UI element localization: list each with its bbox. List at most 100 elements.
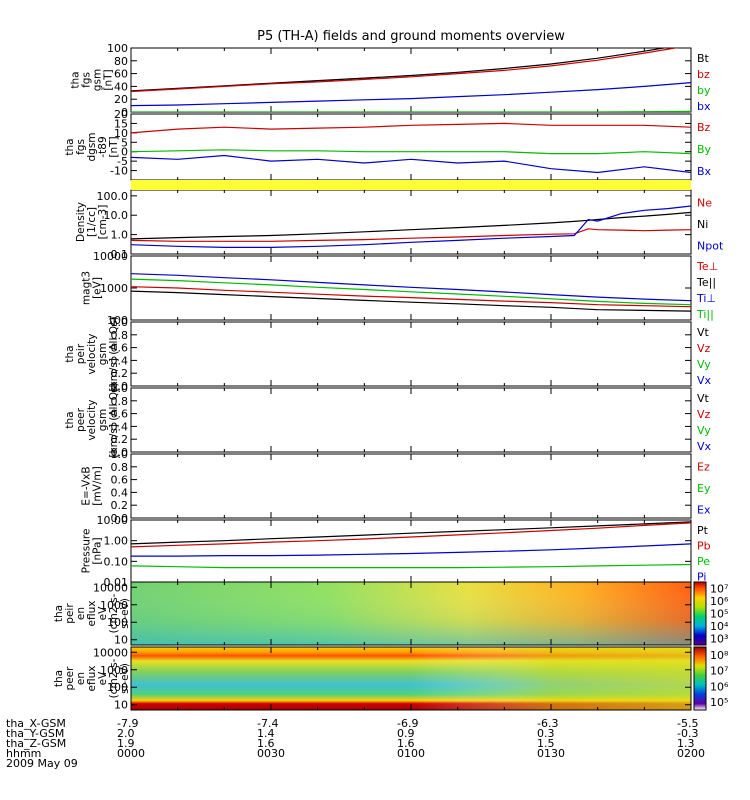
- y-axis-label: (cm2-s-: [108, 658, 120, 698]
- legend-Te⊥: Te⊥: [696, 260, 718, 273]
- y-tick-label: 0.10: [104, 555, 129, 568]
- legend-Npot: Npot: [697, 239, 724, 252]
- y-axis-label: gsm: [92, 69, 104, 91]
- y-tick-label: 1.00: [104, 535, 129, 548]
- y-axis-label: [nPa]: [92, 537, 104, 564]
- ephemeris-value: -5.5: [677, 717, 699, 730]
- legend-bz: bz: [697, 68, 710, 81]
- y-axis-label: gsm: [97, 409, 109, 431]
- y-tick-label: 0.2: [111, 367, 129, 380]
- y-tick-label: 1.0: [111, 229, 129, 242]
- y-tick-label: 0.0: [111, 380, 129, 393]
- colorbar-electron: [693, 646, 707, 711]
- y-tick-label: 0.8: [111, 329, 129, 342]
- y-tick-label: 0.4: [111, 354, 129, 367]
- y-tick-label: 10: [114, 634, 128, 647]
- y-axis-label: [mV/m]: [92, 466, 104, 505]
- ephemeris-label: tha_Z-GSM: [6, 737, 67, 750]
- y-tick-label: 20: [114, 93, 128, 106]
- y-tick-label: 100: [107, 681, 128, 694]
- ephemeris-value: 0130: [537, 747, 565, 760]
- ephemeris-value: 1.3: [677, 737, 695, 750]
- y-axis-label: peer: [64, 666, 76, 691]
- y-axis-label: gsm: [97, 343, 109, 365]
- panel-frame: [130, 113, 692, 181]
- y-axis-label: tha: [53, 670, 65, 687]
- y-axis-label: Pressure: [81, 529, 93, 574]
- y-axis-label: sr-eV): [119, 598, 131, 629]
- legend-Pb: Pb: [697, 539, 711, 552]
- y-axis-label: [nT]: [103, 69, 115, 90]
- y-tick-label: 0.2: [111, 433, 129, 446]
- y-tick-label: 1000: [100, 599, 128, 612]
- ephemeris-value: 1.6: [397, 737, 415, 750]
- legend-by: by: [697, 84, 711, 97]
- legend-Te||: Te||: [696, 276, 716, 289]
- colorbar-label: 10⁸: [710, 649, 729, 662]
- ephemeris-label: tha_X-GSM: [6, 717, 66, 730]
- y-axis-label: magt3: [81, 271, 93, 305]
- series-Ni: [131, 211, 691, 240]
- ephemeris-value: 0.3: [537, 727, 555, 740]
- y-tick-label: 1000: [100, 664, 128, 677]
- series-by: [131, 110, 691, 112]
- y-tick-label: 20: [114, 108, 128, 121]
- panel-p3: 0.1 1.0 10.0 100.0 Density [1/cc] [cm-3] Ne Ni Np…: [75, 189, 724, 261]
- series-Te||: [131, 290, 691, 312]
- legend-Vt: Vt: [697, 326, 710, 339]
- series-Pe: [131, 563, 691, 569]
- y-axis-label: tha: [53, 605, 65, 622]
- colorbar-label: 10⁵: [710, 696, 728, 709]
- y-tick-label: 0.1: [111, 248, 129, 261]
- series-Pb: [131, 522, 691, 548]
- y-tick-label: 80: [114, 55, 128, 68]
- y-tick-label: 100: [107, 314, 128, 327]
- y-tick-label: 0: [121, 146, 128, 159]
- ephemeris-value: -7.4: [257, 717, 279, 730]
- date-label: 2009 May 09: [6, 757, 78, 770]
- series-Bx: [131, 154, 691, 174]
- colorbar-label: 10⁶: [710, 595, 729, 608]
- series-Pt: [131, 521, 691, 545]
- legend-Pt: Pt: [697, 524, 709, 537]
- y-tick-label: 0.6: [111, 474, 129, 487]
- y-tick-label: 10000: [93, 581, 128, 594]
- y-tick-label: 0.6: [111, 408, 129, 421]
- y-tick-label: 15: [114, 117, 128, 130]
- panel-frame: [130, 387, 692, 453]
- series-Te⊥: [131, 286, 691, 308]
- y-axis-label: en: [75, 607, 87, 620]
- legend-Bt: Bt: [697, 52, 710, 65]
- series-Npot: [131, 205, 691, 248]
- y-axis-label: eflux: [86, 601, 98, 627]
- y-axis-label: (cm2-s-: [108, 593, 120, 633]
- status-bar: [131, 180, 691, 190]
- legend-Ti⊥: Ti⊥: [696, 292, 716, 305]
- y-axis-label: eV: [97, 606, 109, 620]
- y-tick-label: 1.0: [111, 448, 129, 461]
- y-axis-label: [eV]: [92, 277, 104, 299]
- legend-Vx: Vx: [697, 374, 712, 387]
- ephemeris-value: 0030: [257, 747, 285, 760]
- ephemeris-value: -6.3: [537, 717, 559, 730]
- ephemeris-value: 0100: [397, 747, 425, 760]
- y-axis-label: fgs: [81, 72, 93, 88]
- colorbar-label: 10⁴: [710, 620, 729, 633]
- y-axis-label: tha: [64, 345, 76, 362]
- series-Ti||: [131, 278, 691, 306]
- y-tick-label: 0.6: [111, 342, 129, 355]
- y-axis-label: [nT]: [108, 136, 120, 157]
- y-tick-label: 1.0: [111, 382, 129, 395]
- y-axis-label: tha: [64, 411, 76, 428]
- y-tick-label: 40: [114, 80, 128, 93]
- y-tick-label: 5: [121, 136, 128, 149]
- series-Ti⊥: [131, 273, 691, 302]
- colorbar-ion: [693, 581, 707, 646]
- spectrogram-ion-shade: [131, 582, 691, 645]
- ephemeris-value: 0200: [677, 747, 705, 760]
- panel-p8: 0.01 0.10 1.00 10.00 Pressure [nPa] Pt Pb Pe Pi: [81, 514, 711, 589]
- legend-Vz: Vz: [697, 342, 711, 355]
